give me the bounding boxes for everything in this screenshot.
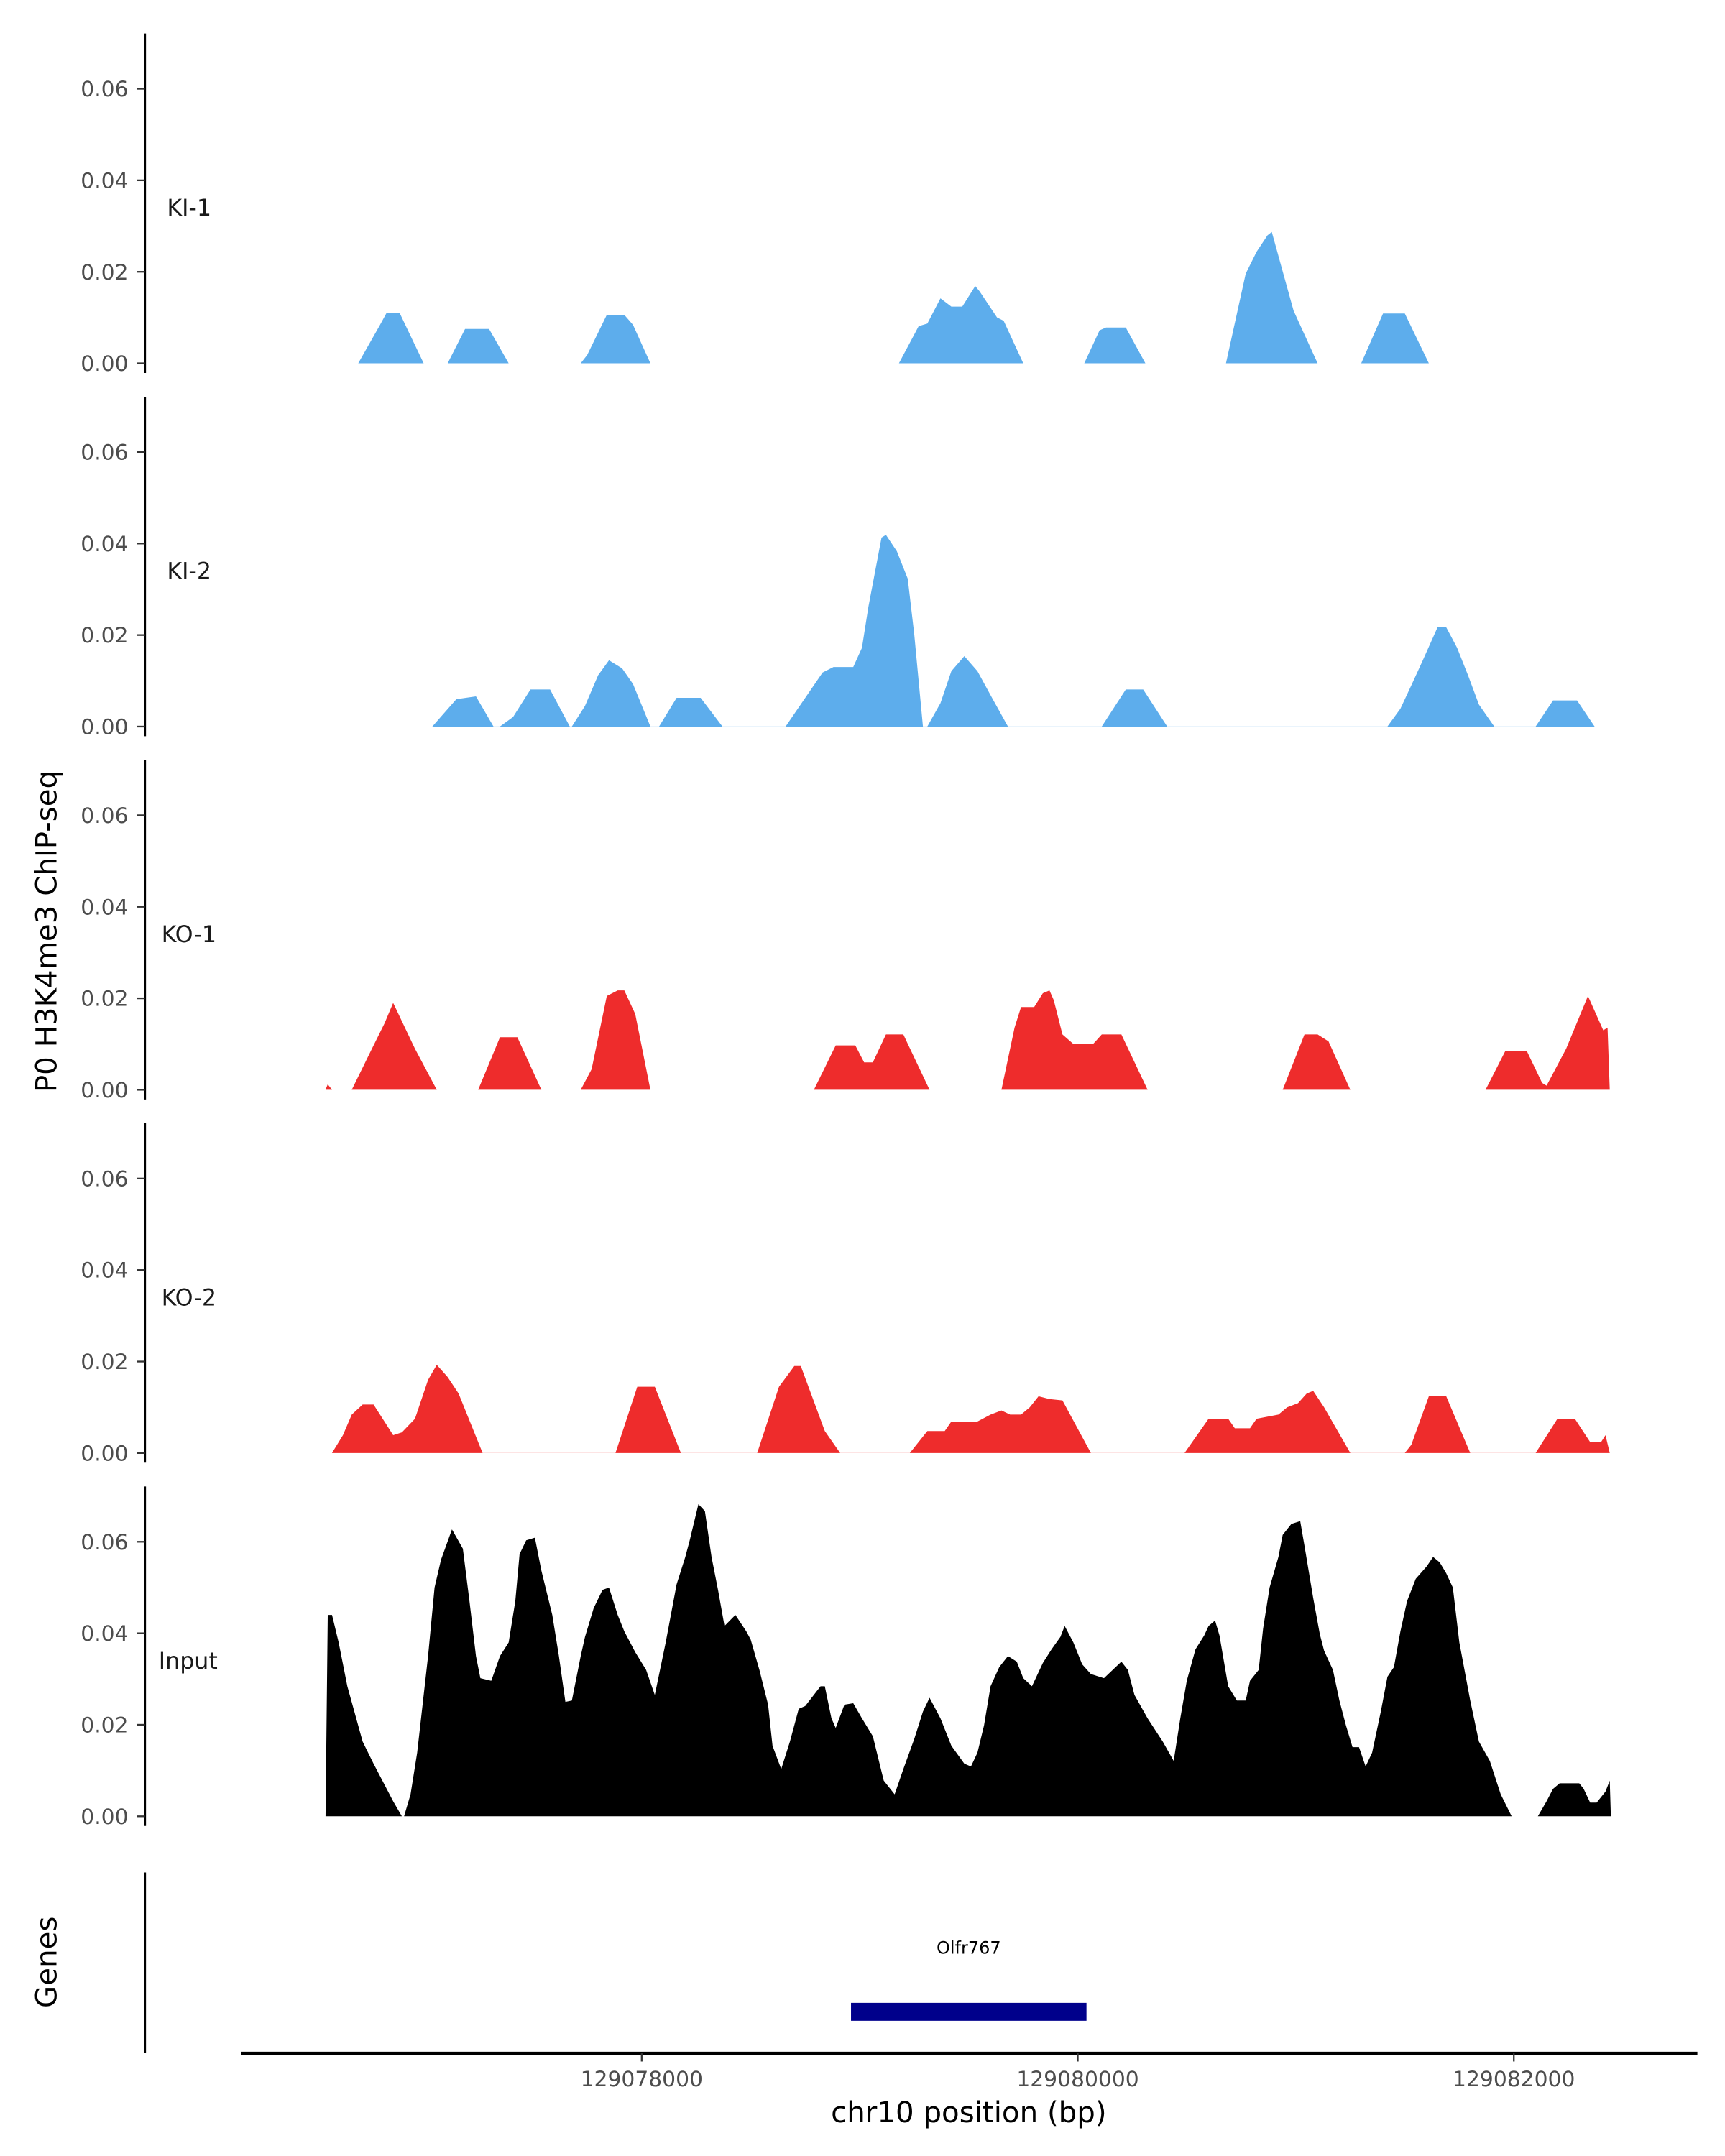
y-tick-label: 0.06 (80, 1166, 128, 1192)
y-tick-label: 0.00 (80, 351, 128, 377)
y-tick-label: 0.02 (80, 623, 128, 648)
y-tick-label: 0.02 (80, 260, 128, 285)
x-axis-title: chr10 position (bp) (831, 2096, 1107, 2129)
x-tick-label: 129082000 (1453, 2067, 1575, 2092)
y-tick-label: 0.00 (80, 1805, 128, 1830)
track-label: Input (159, 1649, 218, 1674)
y-tick-label: 0.02 (80, 987, 128, 1012)
y-tick-label: 0.00 (80, 1078, 128, 1103)
y-tick-label: 0.06 (80, 441, 128, 466)
track-label: KO-2 (162, 1285, 216, 1311)
coverage-area-ko-1 (325, 990, 1610, 1090)
track-ko-1: 0.00 0.02 0.04 0.06 KO-1 (80, 760, 1610, 1103)
track-label: KI-1 (167, 195, 211, 221)
y-axis-title: P0 H3K4me3 ChIP-seq (30, 770, 64, 1092)
y-tick-label: 0.04 (80, 895, 128, 920)
gene-body (851, 2002, 1087, 2021)
gene-label: Olfr767 (937, 1938, 1001, 1958)
y-tick-label: 0.02 (80, 1350, 128, 1375)
y-tick-label: 0.04 (80, 168, 128, 193)
track-label: KI-2 (167, 559, 211, 585)
y-tick-label: 0.04 (80, 1621, 128, 1646)
y-tick-label: 0.06 (80, 1530, 128, 1555)
track-ki-1: 0.00 0.02 0.04 0.06 KI-1 (80, 33, 1429, 377)
y-tick-label: 0.00 (80, 715, 128, 740)
coverage-area-ko-2 (331, 1365, 1610, 1453)
track-label: KO-1 (162, 922, 216, 948)
x-tick-label: 129078000 (581, 2067, 703, 2092)
x-tick-label: 129080000 (1016, 2067, 1138, 2092)
y-tick-label: 0.06 (80, 803, 128, 829)
y-tick-label: 0.04 (80, 1258, 128, 1284)
y-tick-label: 0.06 (80, 77, 128, 102)
y-tick-label: 0.02 (80, 1713, 128, 1738)
y-tick-label: 0.00 (80, 1441, 128, 1466)
coverage-area-input (325, 1503, 1611, 1817)
track-ko-2: 0.00 0.02 0.04 0.06 KO-2 (80, 1123, 1610, 1466)
genes-axis-title: Genes (30, 1917, 64, 2008)
track-input: 0.00 0.02 0.04 0.06 Input (80, 1486, 1611, 1830)
y-tick-label: 0.04 (80, 532, 128, 557)
track-ki-2: 0.00 0.02 0.04 0.06 KI-2 (80, 397, 1595, 740)
coverage-area-ki-1 (358, 231, 1429, 364)
coverage-area-ki-2 (432, 535, 1595, 727)
